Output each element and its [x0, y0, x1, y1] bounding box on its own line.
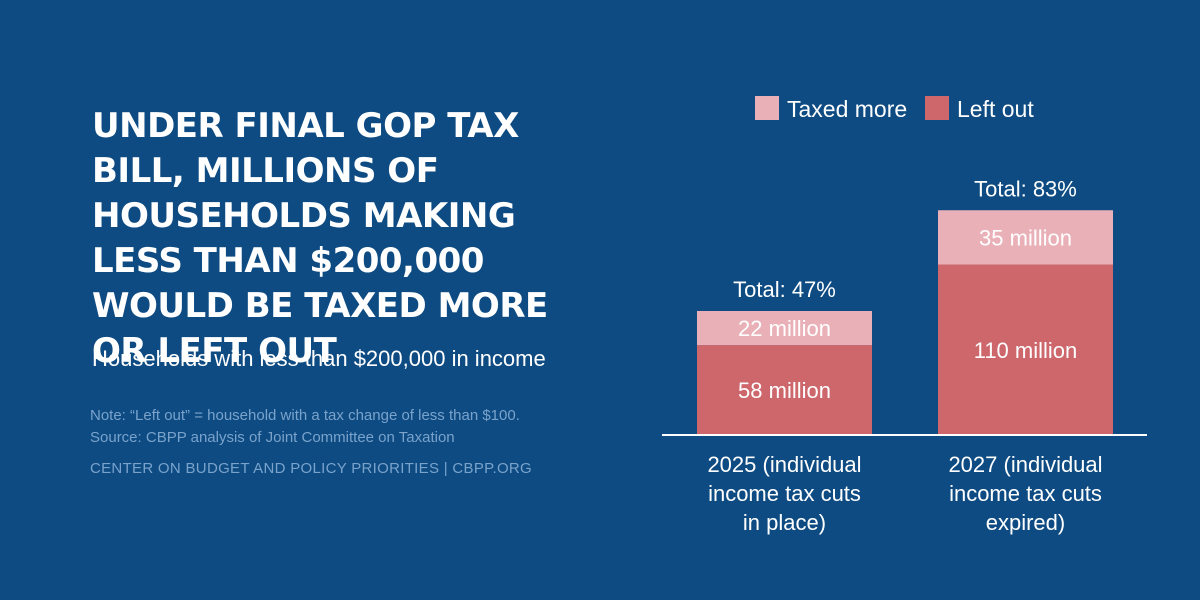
category-label-2-line-2: income tax cuts	[949, 481, 1102, 506]
source-note: Note: “Left out” = household with a tax …	[90, 405, 650, 449]
data-label: 22 million	[738, 316, 831, 341]
bar-2-left-out	[938, 264, 1113, 435]
bar-2-taxed-more	[938, 210, 1113, 265]
total-label-2: Total: 83%	[974, 176, 1077, 201]
source-line: Source: CBPP analysis of Joint Committee…	[90, 429, 455, 446]
stacked-bar-chart: Taxed more Left out 58 million 22 million To…	[662, 96, 1147, 535]
note-line: Note: “Left out” = household with a tax …	[90, 407, 520, 424]
credit-line: CENTER ON BUDGET AND POLICY PRIORITIES |…	[90, 460, 533, 477]
chart-subtitle: Households with less than $200,000 in in…	[92, 346, 546, 371]
legend-label-2: Left out	[957, 96, 1034, 122]
category-label-2-line-3: expired)	[986, 510, 1065, 535]
category-label-1-line-1: 2025 (individual	[707, 452, 861, 477]
category-label-1-line-3: in place)	[743, 510, 826, 535]
bar-1-taxed-more	[697, 311, 872, 346]
data-label: 35 million	[979, 225, 1072, 250]
legend-swatch-2	[925, 96, 949, 120]
category-label-1-line-2: income tax cuts	[708, 481, 861, 506]
data-label: 58 million	[738, 378, 831, 403]
chart-title: Under Final GOP Tax Bill, Millions of Ho…	[92, 106, 548, 371]
data-label: 110 million	[974, 338, 1078, 363]
category-label-2-line-1: 2027 (individual	[948, 452, 1102, 477]
legend-swatch-1	[755, 96, 779, 120]
total-label-1: Total: 47%	[733, 277, 836, 302]
legend-label-1: Taxed more	[787, 96, 907, 122]
bar-1-left-out	[697, 345, 872, 435]
